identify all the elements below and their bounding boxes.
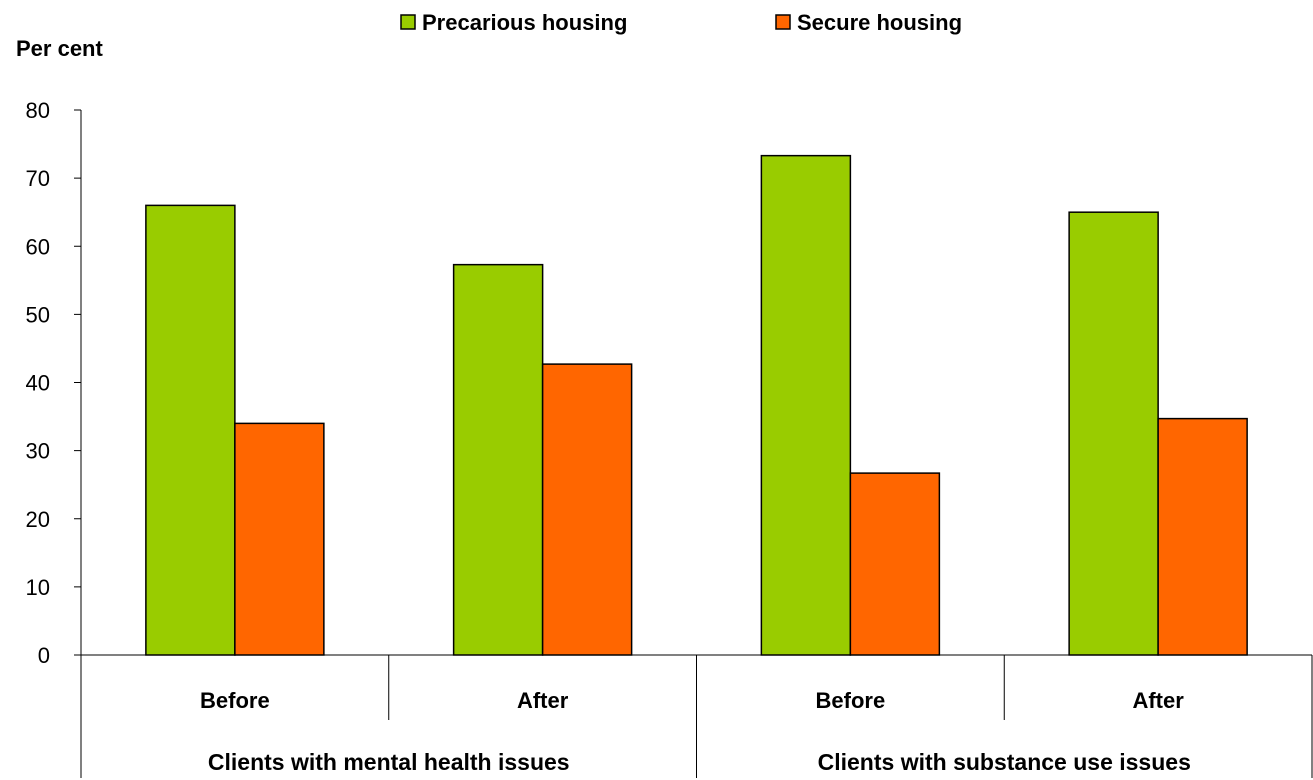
legend-label-precarious-housing: Precarious housing [422,10,627,35]
bar-secure-housing-3 [849,472,941,656]
category-labels: Before After Before After [200,688,1184,713]
category-label-2: After [517,688,569,713]
legend: Precarious housing Secure housing [400,10,962,35]
category-label-3: Before [816,688,886,713]
y-tick-label: 80 [26,98,50,123]
y-tick-label: 60 [26,234,50,259]
y-tick-label: 20 [26,507,50,532]
y-tick-label: 40 [26,371,50,396]
bar-precarious-housing-2 [452,263,544,656]
x-axis [80,654,1313,778]
y-tick-label: 70 [26,166,50,191]
bar-precarious-housing-3 [760,154,852,656]
legend-label-secure-housing: Secure housing [797,10,962,35]
bar-secure-housing-1 [234,422,325,656]
y-tick-label: 30 [26,439,50,464]
category-label-1: Before [200,688,270,713]
bar-precarious-housing-1 [145,204,236,656]
bar-precarious-housing-4 [1068,211,1159,656]
category-label-4: After [1132,688,1184,713]
group-label-substance-use: Clients with substance use issues [818,749,1191,775]
y-tick-label: 50 [26,302,50,327]
y-tick-label: 10 [26,575,50,600]
group-labels: Clients with mental health issues Client… [208,749,1191,775]
y-axis-title: Per cent [16,36,103,61]
y-axis: 0 10 20 30 40 50 60 70 80 [26,98,82,668]
y-tick-label: 0 [38,643,50,668]
group-label-mental-health: Clients with mental health issues [208,749,570,775]
bars [145,154,1248,656]
legend-swatch-secure-housing [775,14,791,30]
bar-secure-housing-4 [1157,417,1248,656]
legend-swatch-precarious-housing [400,14,416,30]
bar-secure-housing-2 [541,363,633,656]
